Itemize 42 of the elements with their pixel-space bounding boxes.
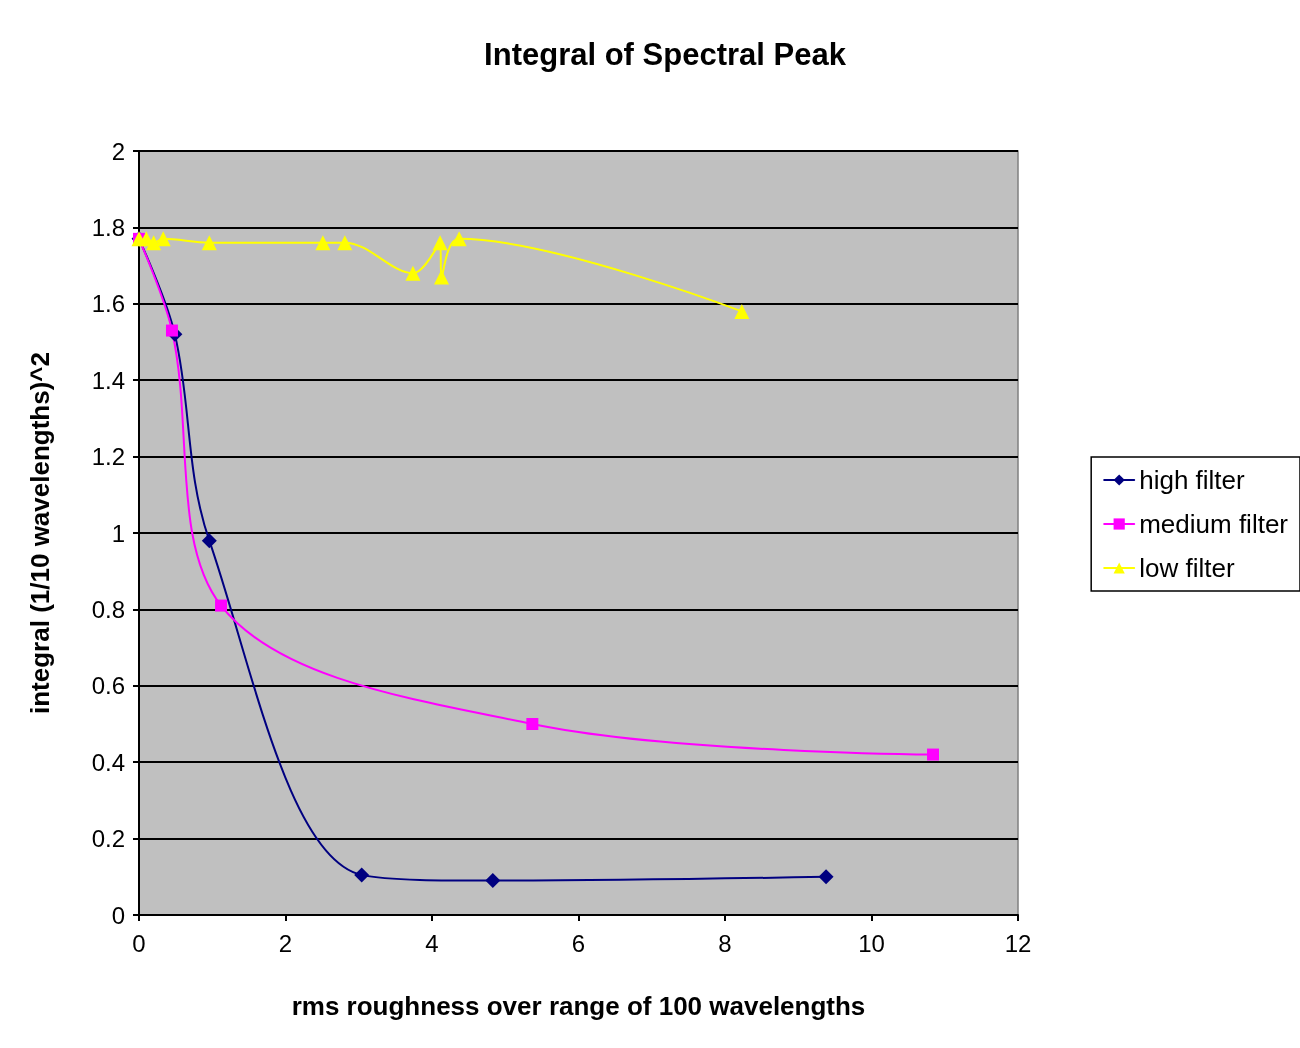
point [734, 303, 750, 319]
y-tick-label: 1.4 [91, 366, 125, 394]
legend-label: medium filter [1139, 509, 1289, 539]
x-tick-label: 0 [132, 929, 146, 957]
y-tick-label: 0.8 [91, 595, 125, 623]
point [485, 873, 501, 889]
y-tick-label: 1.2 [91, 443, 125, 471]
point [155, 231, 171, 247]
y-tick-label: 0.2 [91, 825, 125, 853]
point [927, 748, 940, 761]
point [405, 265, 421, 281]
point [146, 235, 162, 251]
point [451, 231, 467, 247]
point [337, 235, 353, 251]
x-axis-title: rms roughness over range of 100 wavelengths [291, 991, 866, 1021]
y-tick-label: 1.8 [91, 213, 125, 241]
point [434, 269, 450, 285]
point [165, 324, 178, 337]
point [432, 235, 448, 251]
y-tick-label: 0.6 [91, 672, 125, 700]
y-tick-label: 0 [111, 901, 125, 929]
x-tick-label: 10 [858, 929, 885, 957]
chart-title: Integral of Spectral Peak [484, 37, 847, 72]
x-tick-label: 8 [718, 929, 732, 957]
point [818, 869, 834, 885]
x-tick-label: 12 [1004, 929, 1032, 957]
point [201, 235, 217, 251]
x-tick-label: 2 [278, 929, 293, 957]
y-tick-label: 2 [111, 137, 125, 165]
legend-label: high filter [1139, 465, 1246, 495]
x-tick-label: 4 [425, 929, 439, 957]
legend-label: low filter [1139, 553, 1235, 583]
point [354, 867, 370, 883]
y-tick-label: 1.6 [91, 290, 125, 318]
y-tick-label: 1 [111, 519, 125, 547]
point [215, 599, 228, 612]
point [315, 235, 331, 251]
point [201, 533, 217, 549]
y-tick-label: 0.4 [91, 748, 125, 776]
y-axis-title: integral (1/10 wavelengths)^2 [25, 352, 55, 714]
point [526, 718, 539, 730]
x-tick-label: 6 [571, 929, 586, 957]
